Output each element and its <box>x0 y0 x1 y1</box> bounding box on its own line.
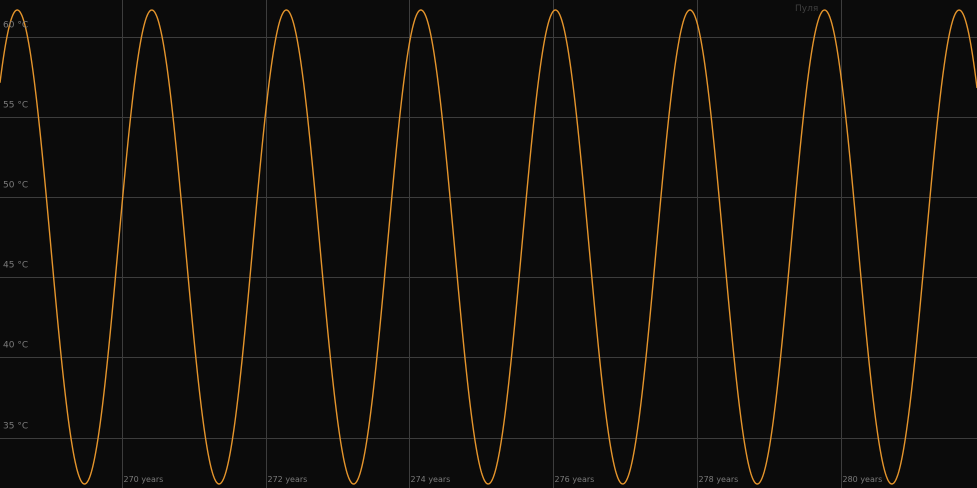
x-tick-label: 278 years <box>699 475 739 484</box>
x-tick-label: 280 years <box>843 475 883 484</box>
y-tick-label: 40 °C <box>3 341 28 351</box>
top-faint-label: Пуля <box>795 4 818 14</box>
temperature-series-line <box>0 9 977 485</box>
y-tick-label: 50 °C <box>3 181 28 191</box>
y-tick-label: 45 °C <box>3 261 28 271</box>
x-tick-label: 272 years <box>268 475 308 484</box>
y-tick-label: 35 °C <box>3 422 28 432</box>
x-tick-label: 276 years <box>555 475 595 484</box>
y-tick-label: 60 °C <box>3 21 28 31</box>
tick-labels: 35 °C 40 °C 45 °C 50 °C 55 °C 60 °C 270 years 2… <box>3 21 882 485</box>
series-layer <box>0 9 977 485</box>
x-tick-label: 274 years <box>411 475 451 484</box>
x-tick-label: 270 years <box>124 475 164 484</box>
y-tick-label: 55 °C <box>3 101 28 111</box>
